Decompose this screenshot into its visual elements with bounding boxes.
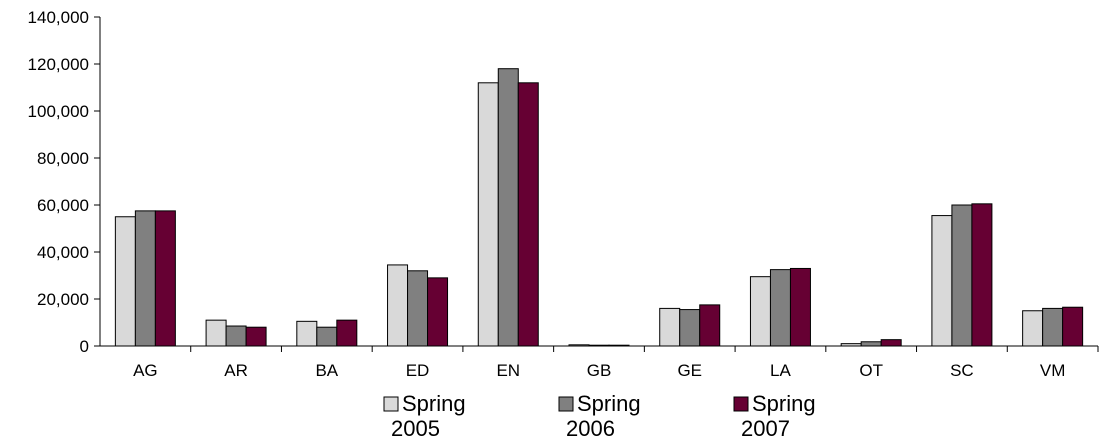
bar-ed-series-1 [387,264,409,347]
bar-la-series-1 [749,276,771,347]
bar-vm-series-1 [1022,310,1044,347]
y-tick-label: 60,000 [37,196,89,215]
bar-ar-series-3 [245,326,267,347]
legend-label-line2: 2006 [566,416,615,441]
legend-label-line2: 2007 [741,416,790,441]
bar-en-series-2 [497,68,519,347]
legend-swatch [733,396,749,412]
bar-vm-series-2 [1042,307,1064,347]
x-axis-ticks: AG AR BA ED EN GB GE LA OT SC VM [133,346,1099,380]
bar-ba-series-1 [296,320,318,347]
bar-ag-series-3 [154,210,176,347]
x-tick-label: SC [950,361,974,380]
y-tick-label: 120,000 [28,55,89,74]
bar-la-series-3 [789,267,811,347]
bar-ge-series-1 [659,307,681,347]
x-tick-label: GE [677,361,702,380]
x-tick-label: EN [496,361,520,380]
bar-ge-series-2 [679,309,701,347]
bar-sc-series-2 [951,204,973,347]
bar-ba-series-3 [336,319,358,347]
legend-label-line1: Spring [402,391,466,416]
y-tick-label: 0 [80,337,89,356]
legend-label-line2: 2005 [391,416,440,441]
x-tick-label: GB [587,361,612,380]
legend-swatch [383,396,399,412]
x-tick-label: BA [315,361,338,380]
axes [94,17,1098,347]
x-tick-label: AR [224,361,248,380]
x-tick-label: OT [859,361,883,380]
y-tick-label: 100,000 [28,102,89,121]
bar-ag-series-1 [114,216,136,347]
x-tick-label: ED [406,361,430,380]
bar-la-series-2 [769,269,791,347]
y-tick-label: 20,000 [37,290,89,309]
y-tick-label: 140,000 [28,8,89,27]
bar-vm-series-3 [1062,306,1084,347]
bar-ar-series-2 [225,325,247,347]
legend-label-line1: Spring [577,391,641,416]
bar-en-series-3 [517,82,539,347]
bar-ar-series-1 [205,319,227,347]
x-tick-label: VM [1040,361,1066,380]
bar-ed-series-3 [427,277,449,347]
x-tick-label: AG [133,361,158,380]
bar-en-series-1 [477,82,499,347]
x-tick-label: LA [770,361,791,380]
bar-ed-series-2 [407,270,429,347]
bar-ag-series-2 [134,210,156,347]
bar-sc-series-1 [931,215,953,347]
bar-sc-series-3 [971,203,993,347]
bar-ot-series-3 [880,339,902,347]
y-tick-label: 40,000 [37,243,89,262]
y-tick-label: 80,000 [37,149,89,168]
bar-ge-series-3 [699,304,721,347]
y-axis-ticks: 0 20,000 40,000 60,000 80,000 100,000 120,000 1… [28,8,100,356]
legend-swatch [558,396,574,412]
bars [114,68,1084,347]
bar-ot-series-2 [860,341,882,347]
bar-ba-series-2 [316,326,338,347]
legend-label-line1: Spring [752,391,816,416]
